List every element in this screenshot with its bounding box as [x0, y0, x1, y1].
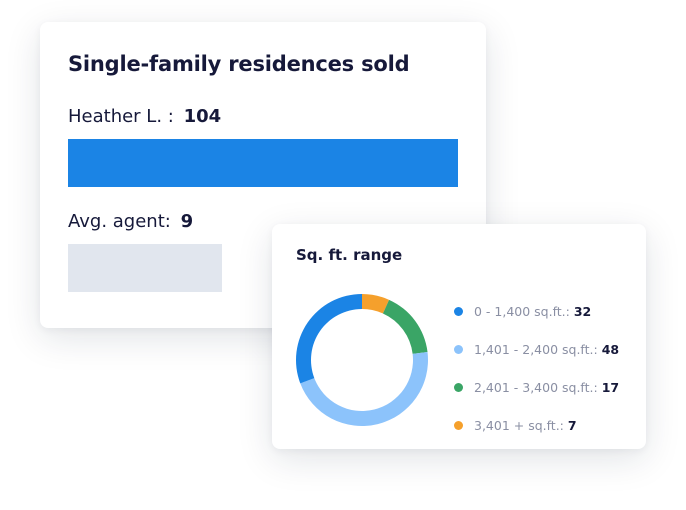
- bar-category-avg-agent: Avg. agent: [68, 211, 165, 232]
- bar-label-heather: Heather L. : 104: [68, 106, 222, 127]
- legend-item-3401-plus: 3,401 + sq.ft.: 7: [454, 406, 619, 444]
- sales-card: Single-family residences sold Heather L.…: [40, 22, 486, 328]
- legend-item-2401-3400: 2,401 - 3,400 sq.ft.: 17: [454, 368, 619, 406]
- legend-dot-3401-plus: [454, 420, 463, 430]
- legend-value-3401-plus: 7: [567, 417, 577, 433]
- legend-dot-2401-3400: [454, 382, 463, 392]
- legend-value-0-1400: 32: [573, 303, 592, 319]
- legend-label-3401-plus: 3,401 + sq.ft.:: [474, 417, 564, 433]
- bar-label-avg-agent: Avg. agent: 9: [68, 211, 194, 232]
- bar-category-heather: Heather L.: [68, 106, 163, 127]
- bar-heather: [68, 139, 458, 187]
- sales-card-title: Single-family residences sold: [68, 52, 410, 76]
- range-card-title: Sq. ft. range: [296, 246, 403, 264]
- legend-value-2401-3400: 17: [601, 379, 620, 395]
- donut-legend: 0 - 1,400 sq.ft.: 32 1,401 - 2,400 sq.ft…: [454, 292, 619, 444]
- slice-0-1400: [296, 294, 362, 384]
- legend-label-2401-3400: 2,401 - 3,400 sq.ft.:: [474, 379, 598, 395]
- legend-item-1401-2400: 1,401 - 2,400 sq.ft.: 48: [454, 330, 619, 368]
- donut-chart: [296, 294, 428, 426]
- legend-label-0-1400: 0 - 1,400 sq.ft.:: [474, 303, 570, 319]
- bar-value-heather: 104: [183, 106, 222, 127]
- bar-avg-agent: [68, 244, 223, 292]
- bar-value-avg-agent: 9: [180, 211, 194, 232]
- legend-dot-0-1400: [454, 306, 463, 316]
- legend-label-1401-2400: 1,401 - 2,400 sq.ft.:: [474, 341, 598, 357]
- slice-2401-3400: [382, 299, 428, 354]
- legend-value-1401-2400: 48: [601, 341, 620, 357]
- legend-item-0-1400: 0 - 1,400 sq.ft.: 32: [454, 292, 619, 330]
- range-card: Sq. ft. range 0 - 1,400 sq.ft.: 32 1,401…: [272, 224, 646, 449]
- slice-1401-2400: [300, 352, 428, 426]
- slice-3401-plus: [362, 294, 390, 314]
- legend-dot-1401-2400: [454, 344, 463, 354]
